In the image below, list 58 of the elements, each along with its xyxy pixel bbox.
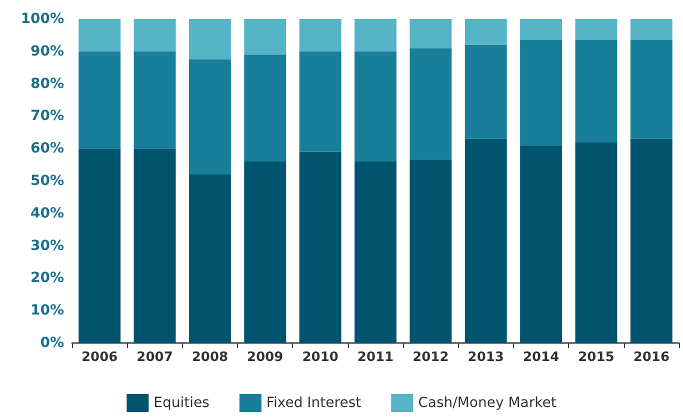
y-tick-label: 60% (30, 140, 64, 157)
bar (630, 138, 672, 343)
y-tick-label: 70% (30, 108, 64, 124)
bar (575, 19, 618, 40)
bar (520, 145, 562, 343)
x-tick-label: 2011 (357, 350, 394, 365)
bar (630, 40, 672, 139)
bar (464, 19, 507, 45)
x-tick-label: 2007 (136, 350, 173, 365)
legend-label: Equities (154, 395, 210, 411)
y-tick-label: 100% (20, 11, 64, 27)
x-tick-label: 2006 (81, 350, 118, 365)
bar (299, 51, 342, 152)
bar (575, 40, 618, 142)
bar (410, 160, 452, 343)
bar (520, 19, 562, 40)
bar (520, 40, 562, 146)
legend-label: Fixed Interest (266, 395, 362, 411)
bar (134, 51, 176, 149)
bar (244, 19, 286, 55)
x-tick-label: 2013 (468, 350, 504, 365)
bar (354, 19, 396, 52)
y-tick-label: 40% (30, 205, 64, 222)
bar (354, 162, 396, 343)
bar (410, 48, 452, 160)
x-tick-label: 2014 (522, 350, 560, 365)
x-tick-label: 2010 (302, 350, 338, 365)
bar (464, 138, 507, 343)
bar (354, 51, 396, 162)
legend-label: Cash/Money Market (418, 395, 557, 411)
x-tick-label: 2008 (192, 350, 228, 365)
bar (575, 142, 618, 343)
bar (188, 60, 231, 175)
x-tick-label: 2015 (578, 350, 614, 365)
bar (78, 19, 121, 52)
bar (78, 51, 121, 149)
y-tick-label: 80% (30, 76, 64, 92)
bar (244, 54, 286, 162)
bar (244, 162, 286, 343)
bar (134, 148, 176, 343)
x-tick-label: 2016 (633, 350, 670, 365)
bar (188, 19, 231, 60)
bar (630, 19, 672, 40)
bar (464, 44, 507, 139)
x-tick-label: 2009 (247, 350, 284, 365)
y-tick-label: 30% (30, 238, 64, 254)
bar (134, 19, 176, 52)
bar (299, 19, 342, 52)
y-tick-label: 10% (30, 302, 64, 319)
bar (299, 152, 342, 343)
bar (188, 174, 231, 343)
bar (78, 148, 121, 343)
y-tick-label: 90% (30, 43, 64, 60)
y-tick-label: 50% (30, 173, 64, 189)
x-tick-label: 2012 (412, 350, 449, 365)
y-tick-label: 0% (40, 335, 64, 351)
y-tick-label: 20% (30, 270, 64, 286)
bar (410, 19, 452, 48)
